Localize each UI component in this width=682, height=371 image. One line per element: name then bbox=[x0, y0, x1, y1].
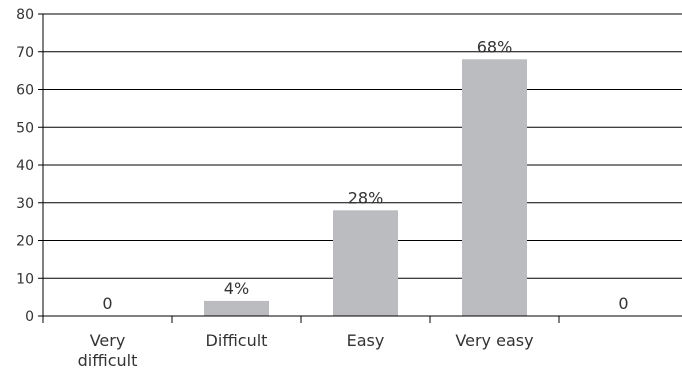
y-tick-label: 10 bbox=[16, 271, 34, 287]
y-tick-label: 50 bbox=[16, 120, 34, 136]
x-category-label: Difficult bbox=[206, 331, 268, 350]
y-tick-label: 20 bbox=[16, 234, 34, 250]
x-category-label: Easy bbox=[347, 331, 385, 350]
y-tick-label: 70 bbox=[16, 45, 34, 61]
bar bbox=[204, 300, 269, 316]
y-tick-label: 60 bbox=[16, 83, 34, 99]
data-label: 0 bbox=[618, 294, 628, 313]
x-category-label: Very easy bbox=[455, 331, 533, 350]
bar bbox=[333, 210, 398, 316]
y-tick-label: 80 bbox=[16, 7, 34, 23]
gridlines bbox=[43, 13, 682, 279]
bars bbox=[204, 59, 527, 317]
data-labels: 0 4% 28% 68% 0 bbox=[102, 37, 628, 313]
data-label: 28% bbox=[348, 188, 384, 207]
data-label: 68% bbox=[477, 37, 513, 56]
bar bbox=[462, 59, 527, 317]
y-tick-label: 40 bbox=[16, 158, 34, 174]
y-tick-label: 0 bbox=[25, 309, 34, 325]
y-tick-label: 30 bbox=[16, 196, 34, 212]
data-label: 4% bbox=[224, 279, 249, 298]
axes bbox=[38, 13, 682, 323]
x-category-label: difficult bbox=[78, 351, 138, 370]
x-category-label: Very bbox=[90, 331, 126, 350]
y-tick-labels: 0 10 20 30 40 50 60 70 80 bbox=[16, 7, 34, 325]
data-label: 0 bbox=[102, 294, 112, 313]
